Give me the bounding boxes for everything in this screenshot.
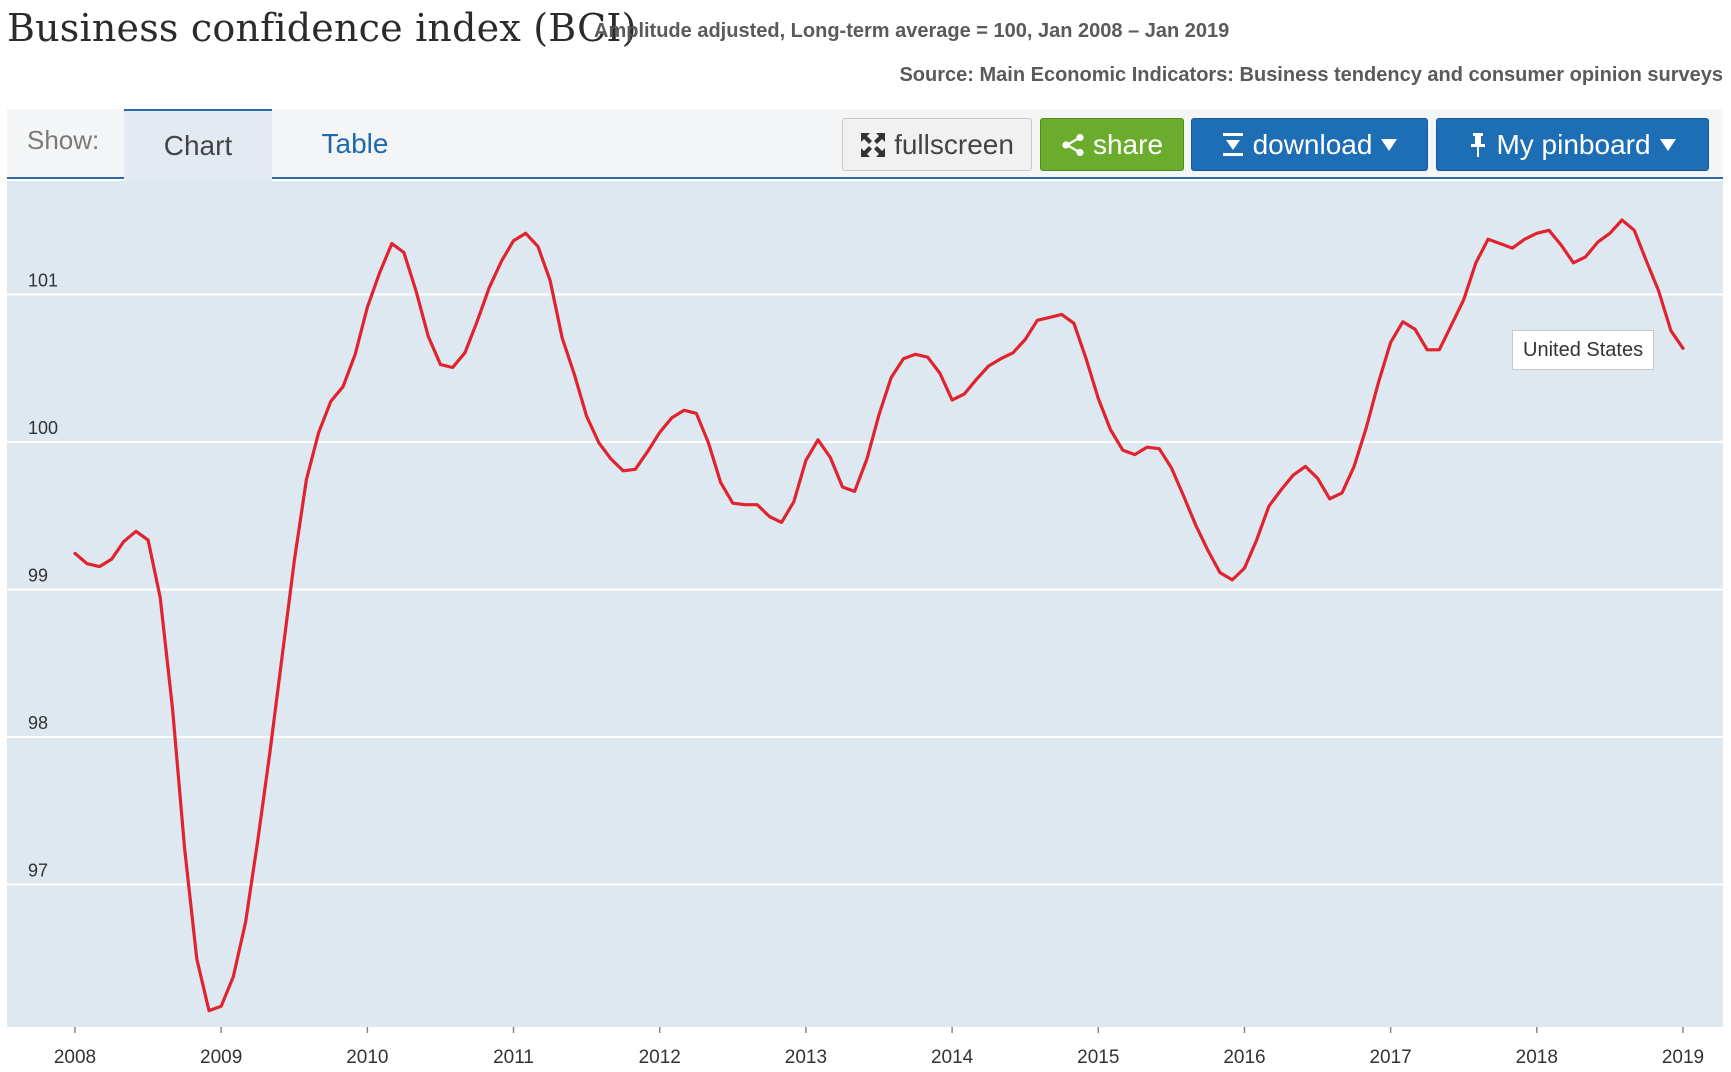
y-tick-label: 101 [28, 271, 58, 291]
x-tick-label: 2017 [1369, 1047, 1411, 1068]
download-button[interactable]: download [1191, 118, 1428, 171]
my-pinboard-button[interactable]: My pinboard [1436, 118, 1709, 171]
x-tick-label: 2009 [200, 1047, 242, 1068]
x-tick-label: 2011 [493, 1047, 534, 1068]
chevron-down-icon [1659, 138, 1677, 152]
x-tick-label: 2012 [639, 1047, 681, 1068]
x-tick-label: 2008 [54, 1047, 96, 1068]
tab-chart[interactable]: Chart [124, 109, 272, 181]
chevron-down-icon [1380, 138, 1398, 152]
data-source: Source: Main Economic Indicators: Busine… [899, 64, 1723, 86]
y-tick-label: 100 [28, 418, 58, 438]
download-icon [1221, 132, 1245, 158]
chart-subtitle: Amplitude adjusted, Long-term average = … [594, 20, 1230, 42]
series-line-united-states[interactable] [73, 218, 1685, 1013]
pinboard-label: My pinboard [1496, 128, 1651, 160]
x-tick-label: 2010 [346, 1047, 388, 1068]
x-tick-label: 2013 [785, 1047, 827, 1068]
view-toolbar: Show: Chart Table fullscreen [7, 109, 1723, 181]
y-tick-label: 97 [28, 861, 48, 881]
fullscreen-button[interactable]: fullscreen [842, 118, 1032, 171]
series-label-united-states: United States [1512, 330, 1655, 370]
y-tick-label: 98 [28, 713, 48, 733]
y-tick-label: 99 [28, 566, 48, 586]
fullscreen-label: fullscreen [894, 128, 1014, 160]
x-tick-label: 2016 [1223, 1047, 1265, 1068]
show-label: Show: [27, 125, 100, 155]
pin-icon [1468, 132, 1488, 158]
share-icon [1061, 133, 1085, 157]
x-tick-label: 2015 [1077, 1047, 1119, 1068]
plot-area [7, 181, 1723, 1027]
x-tick-label: 2019 [1662, 1047, 1704, 1068]
chart-title: Business confidence index (BCI) [7, 6, 637, 50]
download-label: download [1252, 128, 1373, 160]
tab-table[interactable]: Table [321, 128, 389, 159]
x-tick-label: 2018 [1516, 1047, 1558, 1068]
share-label: share [1092, 128, 1164, 160]
x-tick-label: 2014 [931, 1047, 974, 1068]
share-button[interactable]: share [1040, 118, 1184, 171]
expand-icon [860, 132, 886, 158]
